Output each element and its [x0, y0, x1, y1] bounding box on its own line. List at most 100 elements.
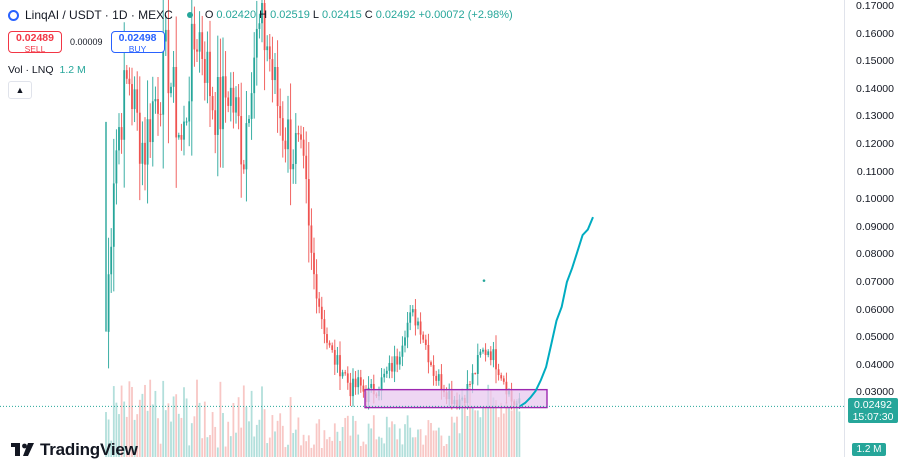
volume-bar [266, 443, 269, 457]
volume-bar [300, 445, 302, 457]
candle-body [326, 334, 328, 343]
candle-body [341, 372, 344, 377]
volume-bar [177, 413, 180, 457]
buy-button[interactable]: 0.02498 BUY [110, 31, 165, 54]
price-tick-label: 0.03000 [856, 386, 894, 399]
volume-bar [495, 400, 497, 457]
price-tick-label: 0.04000 [856, 358, 894, 371]
candle-body [292, 163, 295, 170]
volume-bar [206, 437, 209, 457]
volume-bar [183, 387, 185, 457]
ohlc-low-key: L [312, 9, 319, 21]
volume-bar [211, 412, 214, 457]
volume-bar [284, 447, 287, 457]
volume-bar [401, 444, 404, 457]
volume-bar [372, 415, 375, 457]
volume-bar [115, 402, 118, 457]
volume-bar [105, 412, 107, 457]
candle-body [489, 351, 492, 361]
candle-body [211, 96, 214, 111]
candle-body [469, 384, 471, 386]
volume-bar [326, 439, 328, 457]
volume-bar [417, 429, 419, 457]
price-chart[interactable] [0, 0, 845, 457]
candle-body [323, 319, 326, 335]
volume-bar [414, 437, 417, 457]
volume-bar [463, 403, 466, 457]
volume-bar [307, 435, 310, 457]
candle-body [424, 339, 427, 345]
candle-body [151, 101, 154, 143]
volume-bar [427, 420, 430, 457]
candle-body [339, 355, 341, 377]
volume-bar [237, 397, 240, 457]
candle-body [484, 349, 487, 356]
sell-button[interactable]: 0.02489 SELL [8, 31, 62, 54]
collapse-legend-button[interactable]: ▲ [8, 81, 32, 99]
volume-bar [502, 413, 505, 457]
candle-body [159, 113, 162, 115]
spread-value: 0.00009 [70, 37, 103, 47]
volume-bar [331, 440, 334, 457]
volume-bar [232, 402, 235, 457]
volume-bar [333, 423, 336, 457]
volume-bar [448, 435, 451, 457]
volume-bar [370, 428, 373, 457]
bar-countdown: 15:07:30 [852, 411, 894, 423]
volume-bar [450, 416, 453, 457]
candle-body [354, 378, 357, 388]
ohlc-close-value: 0.02492 [375, 9, 416, 21]
candle-body [404, 337, 406, 346]
candle-body [203, 58, 206, 83]
candle-body [492, 349, 495, 361]
volume-bar [292, 433, 295, 457]
last-price-value: 0.02492 [854, 399, 892, 411]
volume-bar [435, 430, 438, 457]
candle-body [219, 77, 222, 130]
volume-bar [349, 435, 352, 457]
volume-bar [125, 416, 128, 457]
volume-bar [440, 435, 443, 457]
candle-body [263, 3, 266, 51]
volume-bar [294, 429, 297, 457]
volume-legend[interactable]: Vol · LNQ 1.2 M [8, 64, 86, 76]
candle-body [479, 351, 482, 356]
tradingview-logo[interactable]: TradingView [11, 440, 138, 460]
volume-bar [383, 443, 386, 457]
volume-bar [229, 436, 232, 457]
candle-body [305, 155, 308, 180]
ohlc-high-value: 0.02519 [270, 9, 310, 21]
symbol-title[interactable]: LinqAI / USDT · 1D · MEXC [25, 8, 173, 22]
volume-bar [302, 434, 305, 457]
volume-bar [396, 439, 399, 457]
candle-body [440, 374, 443, 390]
volume-bar [157, 418, 159, 457]
volume-bar [310, 447, 313, 457]
price-tick-label: 0.05000 [856, 331, 894, 344]
candle-body [331, 345, 334, 350]
candle-body [276, 67, 279, 107]
candle-body [318, 298, 321, 307]
candle-body [144, 142, 146, 165]
volume-bar [518, 411, 521, 457]
price-axis[interactable]: 0.17000 0.16000 0.15000 0.14000 0.13000 0.120… [844, 0, 900, 457]
candle-body [131, 84, 133, 110]
volume-bar [263, 409, 266, 457]
volume-bar [224, 446, 227, 457]
candle-body [393, 356, 396, 372]
ohlc-open-value: 0.02420 [216, 9, 257, 21]
candle-body [352, 378, 354, 397]
candle-body [253, 57, 256, 94]
volume-bar [175, 394, 178, 457]
volume-bar [357, 434, 360, 457]
volume-bar [328, 436, 331, 457]
candle-body [133, 89, 136, 110]
volume-bar [297, 417, 300, 457]
volume-bar [469, 387, 471, 457]
candle-body [370, 383, 373, 388]
candle-body [180, 135, 183, 140]
price-tick-label: 0.14000 [856, 82, 894, 95]
volume-bar [107, 419, 110, 457]
volume-bar [242, 385, 245, 457]
volume-bar [352, 415, 354, 457]
